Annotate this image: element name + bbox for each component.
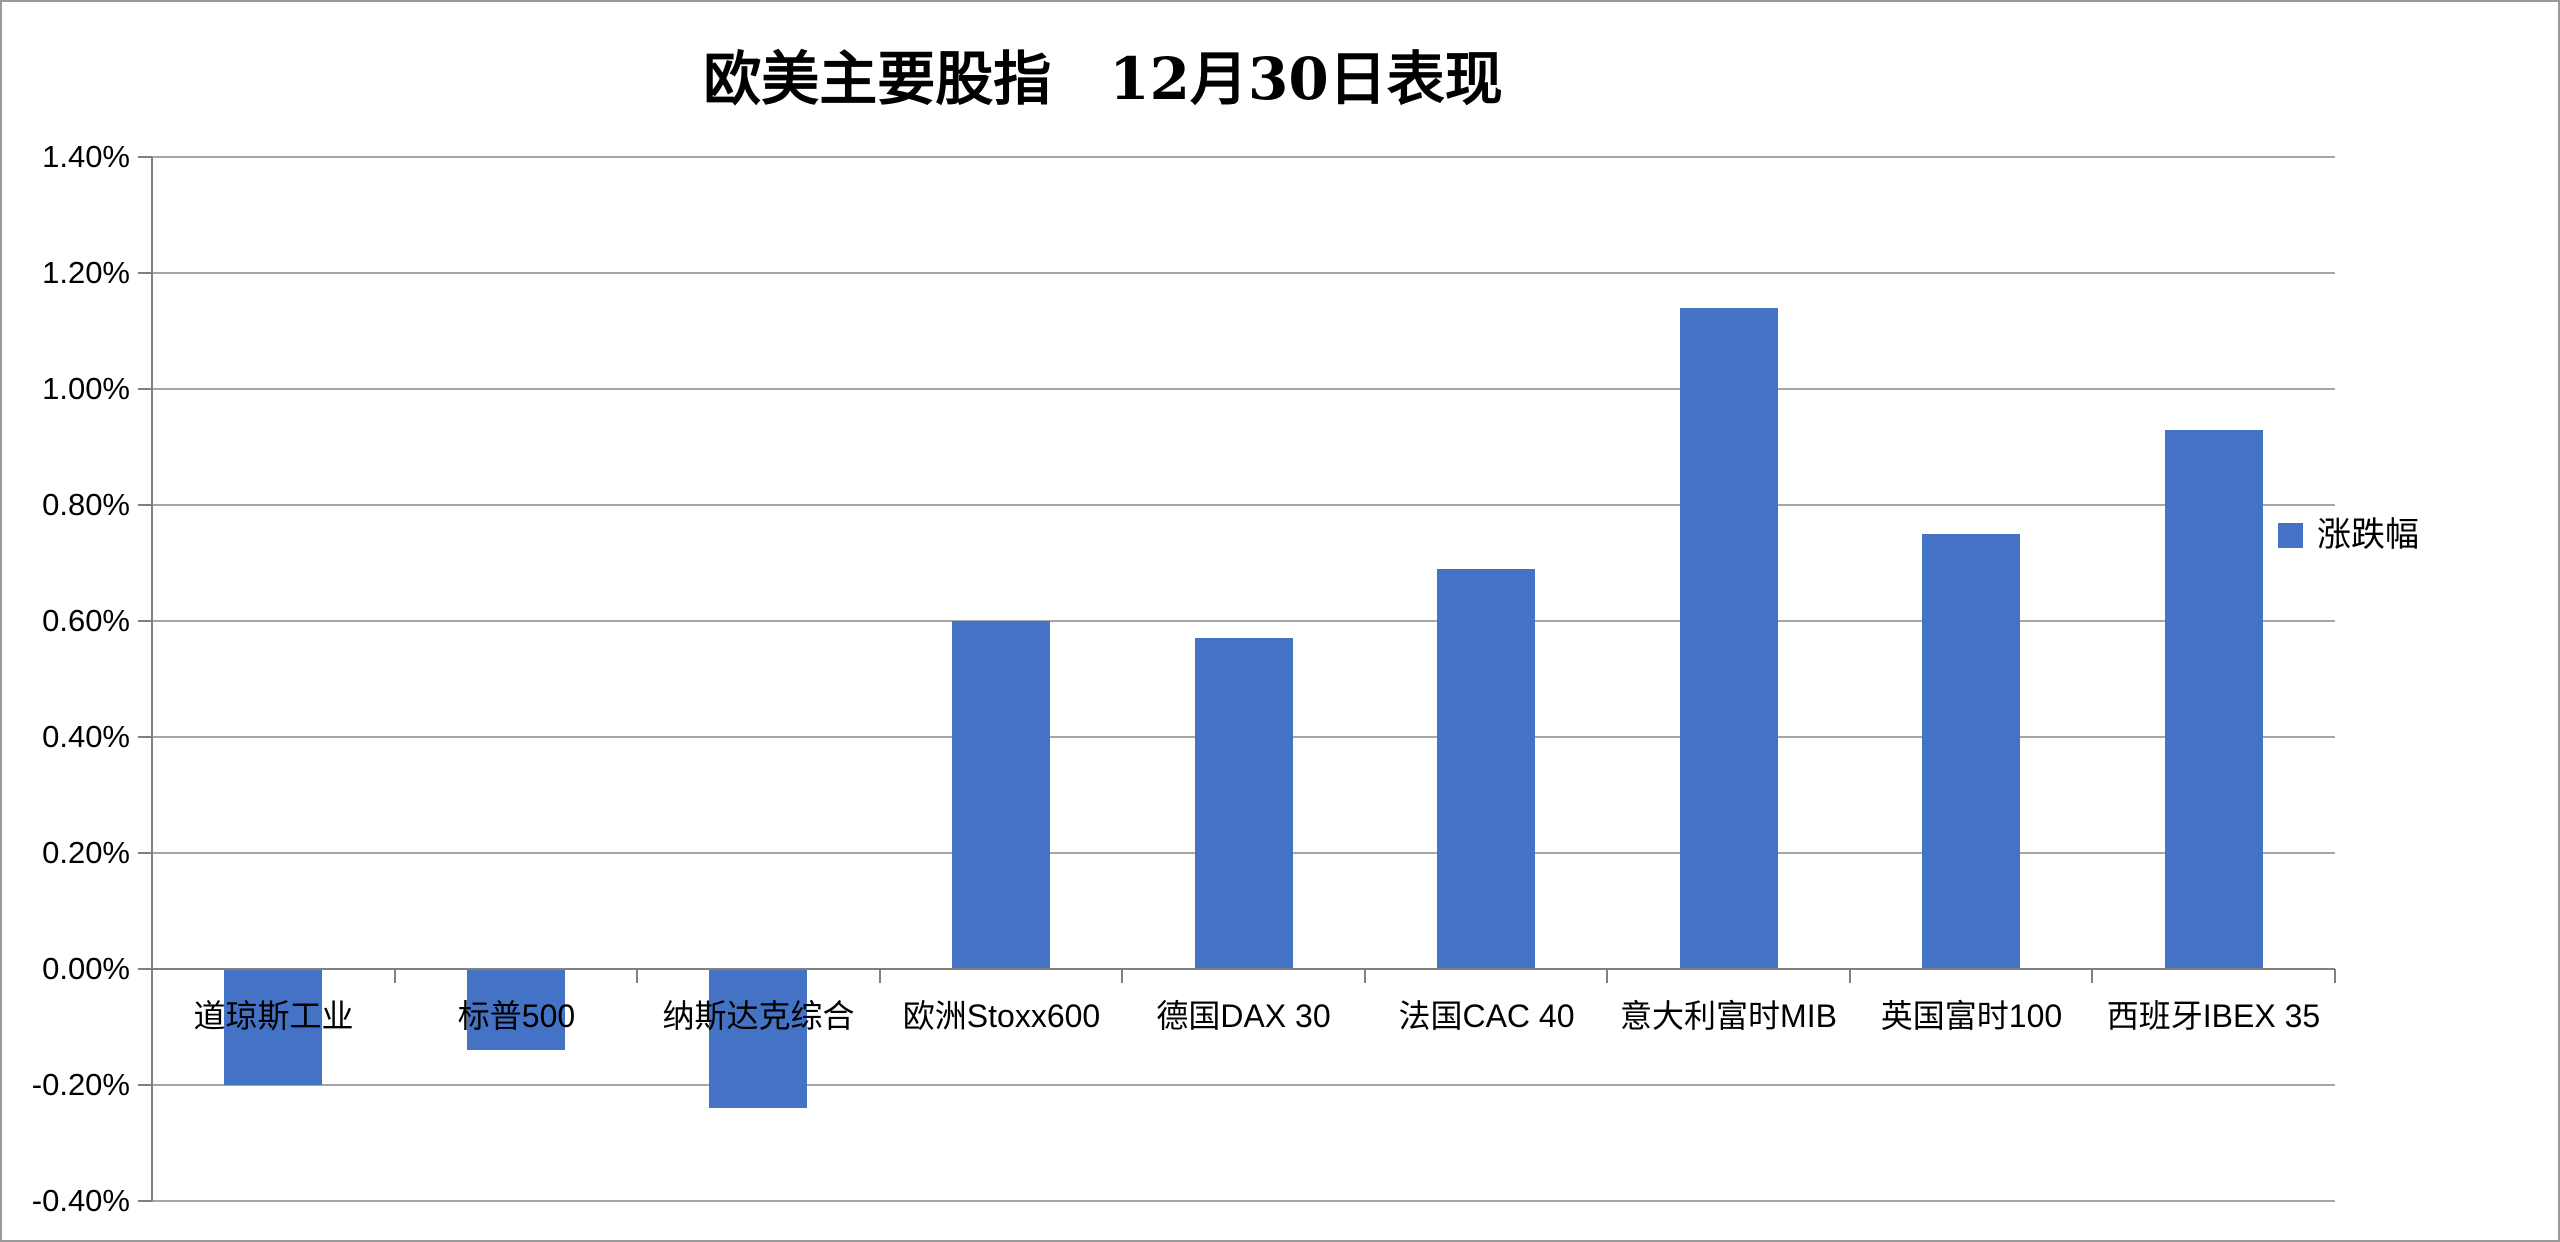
y-axis-tick (138, 504, 152, 506)
gridline (152, 388, 2335, 390)
y-axis-tick (138, 620, 152, 622)
x-axis-category-label: 德国DAX 30 (1156, 998, 1331, 1034)
x-axis-category-label: 道琼斯工业 (193, 998, 354, 1034)
x-axis-category-label: 意大利富时MIB (1620, 998, 1837, 1034)
x-axis-category-label: 纳斯达克综合 (662, 998, 855, 1034)
y-axis-tick-label: 1.20% (42, 255, 130, 290)
x-axis-tick (1606, 969, 1608, 983)
bar (1195, 638, 1293, 969)
y-axis-tick (138, 272, 152, 274)
x-axis-category-label: 标普500 (457, 998, 576, 1034)
y-axis-tick-label: 0.40% (42, 719, 130, 754)
x-axis-category-label: 法国CAC 40 (1398, 998, 1575, 1034)
gridline (152, 1200, 2335, 1202)
x-axis-tick (1121, 969, 1123, 983)
gridline (152, 272, 2335, 274)
y-axis-tick (138, 156, 152, 158)
y-axis-tick-label: 1.00% (42, 371, 130, 406)
x-axis-tick (1364, 969, 1366, 983)
bar (1922, 534, 2020, 969)
x-axis-tick (2091, 969, 2093, 983)
x-axis-tick (394, 969, 396, 983)
bar (1680, 308, 1778, 969)
y-axis-tick (138, 388, 152, 390)
gridline (152, 620, 2335, 622)
chart-title: 欧美主要股指 12月30日表现 (703, 45, 1503, 113)
y-axis-line (151, 157, 153, 1201)
gridline (152, 1084, 2335, 1086)
x-axis-tick (2334, 969, 2336, 983)
y-axis-tick-label: 0.80% (42, 487, 130, 522)
bar (467, 969, 565, 1050)
y-axis-tick (138, 968, 152, 970)
x-axis-line (152, 968, 2335, 970)
y-axis-tick-label: 0.60% (42, 603, 130, 638)
bar (1437, 569, 1535, 969)
x-axis-category-label: 欧洲Stoxx600 (902, 998, 1101, 1034)
x-axis-tick (1849, 969, 1851, 983)
x-axis-category-label: 英国富时100 (1880, 998, 2063, 1034)
y-axis-tick (138, 1084, 152, 1086)
x-axis-tick (151, 969, 153, 983)
y-axis-tick-label: -0.20% (31, 1067, 130, 1102)
legend-label: 涨跌幅 (2317, 516, 2419, 554)
y-axis-tick (138, 852, 152, 854)
y-axis-tick (138, 736, 152, 738)
x-axis-tick (879, 969, 881, 983)
y-axis-tick-label: 1.40% (42, 139, 130, 174)
legend: 涨跌幅 (2278, 516, 2419, 554)
y-axis-tick (138, 1200, 152, 1202)
y-axis-tick-label: 0.20% (42, 835, 130, 870)
y-axis-tick-label: -0.40% (31, 1183, 130, 1218)
y-axis-tick-label: 0.00% (42, 951, 130, 986)
bar (2165, 430, 2263, 969)
bar (224, 969, 322, 1085)
bar (952, 621, 1050, 969)
x-axis-tick (636, 969, 638, 983)
gridline (152, 156, 2335, 158)
gridline (152, 504, 2335, 506)
bar (709, 969, 807, 1108)
x-axis-category-label: 西班牙IBEX 35 (2106, 998, 2321, 1034)
legend-swatch-icon (2278, 522, 2303, 548)
